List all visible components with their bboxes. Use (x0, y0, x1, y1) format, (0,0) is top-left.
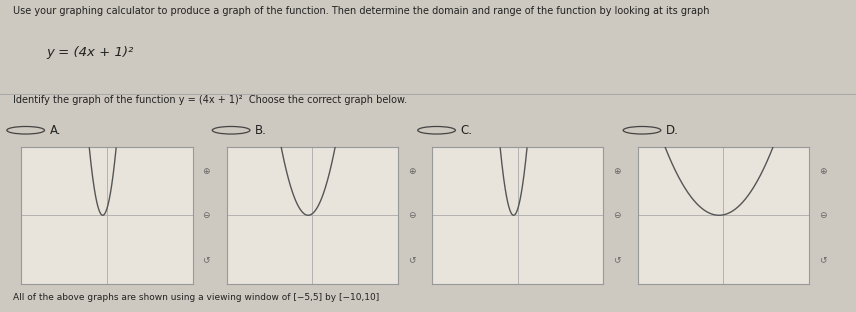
Text: A.: A. (50, 124, 61, 137)
Text: ↺: ↺ (819, 255, 826, 264)
Text: ↺: ↺ (408, 255, 415, 264)
Text: ⊖: ⊖ (819, 211, 826, 220)
Text: ⊕: ⊕ (203, 167, 210, 176)
Text: ⊖: ⊖ (203, 211, 210, 220)
Text: All of the above graphs are shown using a viewing window of [−5,5] by [−10,10]: All of the above graphs are shown using … (13, 293, 379, 302)
Text: ↺: ↺ (614, 255, 621, 264)
Text: C.: C. (461, 124, 473, 137)
Text: y = (4x + 1)²: y = (4x + 1)² (46, 46, 134, 59)
Text: ⊕: ⊕ (408, 167, 415, 176)
Text: ↺: ↺ (203, 255, 210, 264)
Text: Use your graphing calculator to produce a graph of the function. Then determine : Use your graphing calculator to produce … (13, 6, 710, 16)
Text: D.: D. (666, 124, 679, 137)
Text: ⊕: ⊕ (819, 167, 826, 176)
Text: ⊖: ⊖ (408, 211, 415, 220)
Text: B.: B. (255, 124, 267, 137)
Text: Identify the graph of the function y = (4x + 1)²  Choose the correct graph below: Identify the graph of the function y = (… (13, 95, 407, 105)
Text: ⊖: ⊖ (614, 211, 621, 220)
Text: ⊕: ⊕ (614, 167, 621, 176)
